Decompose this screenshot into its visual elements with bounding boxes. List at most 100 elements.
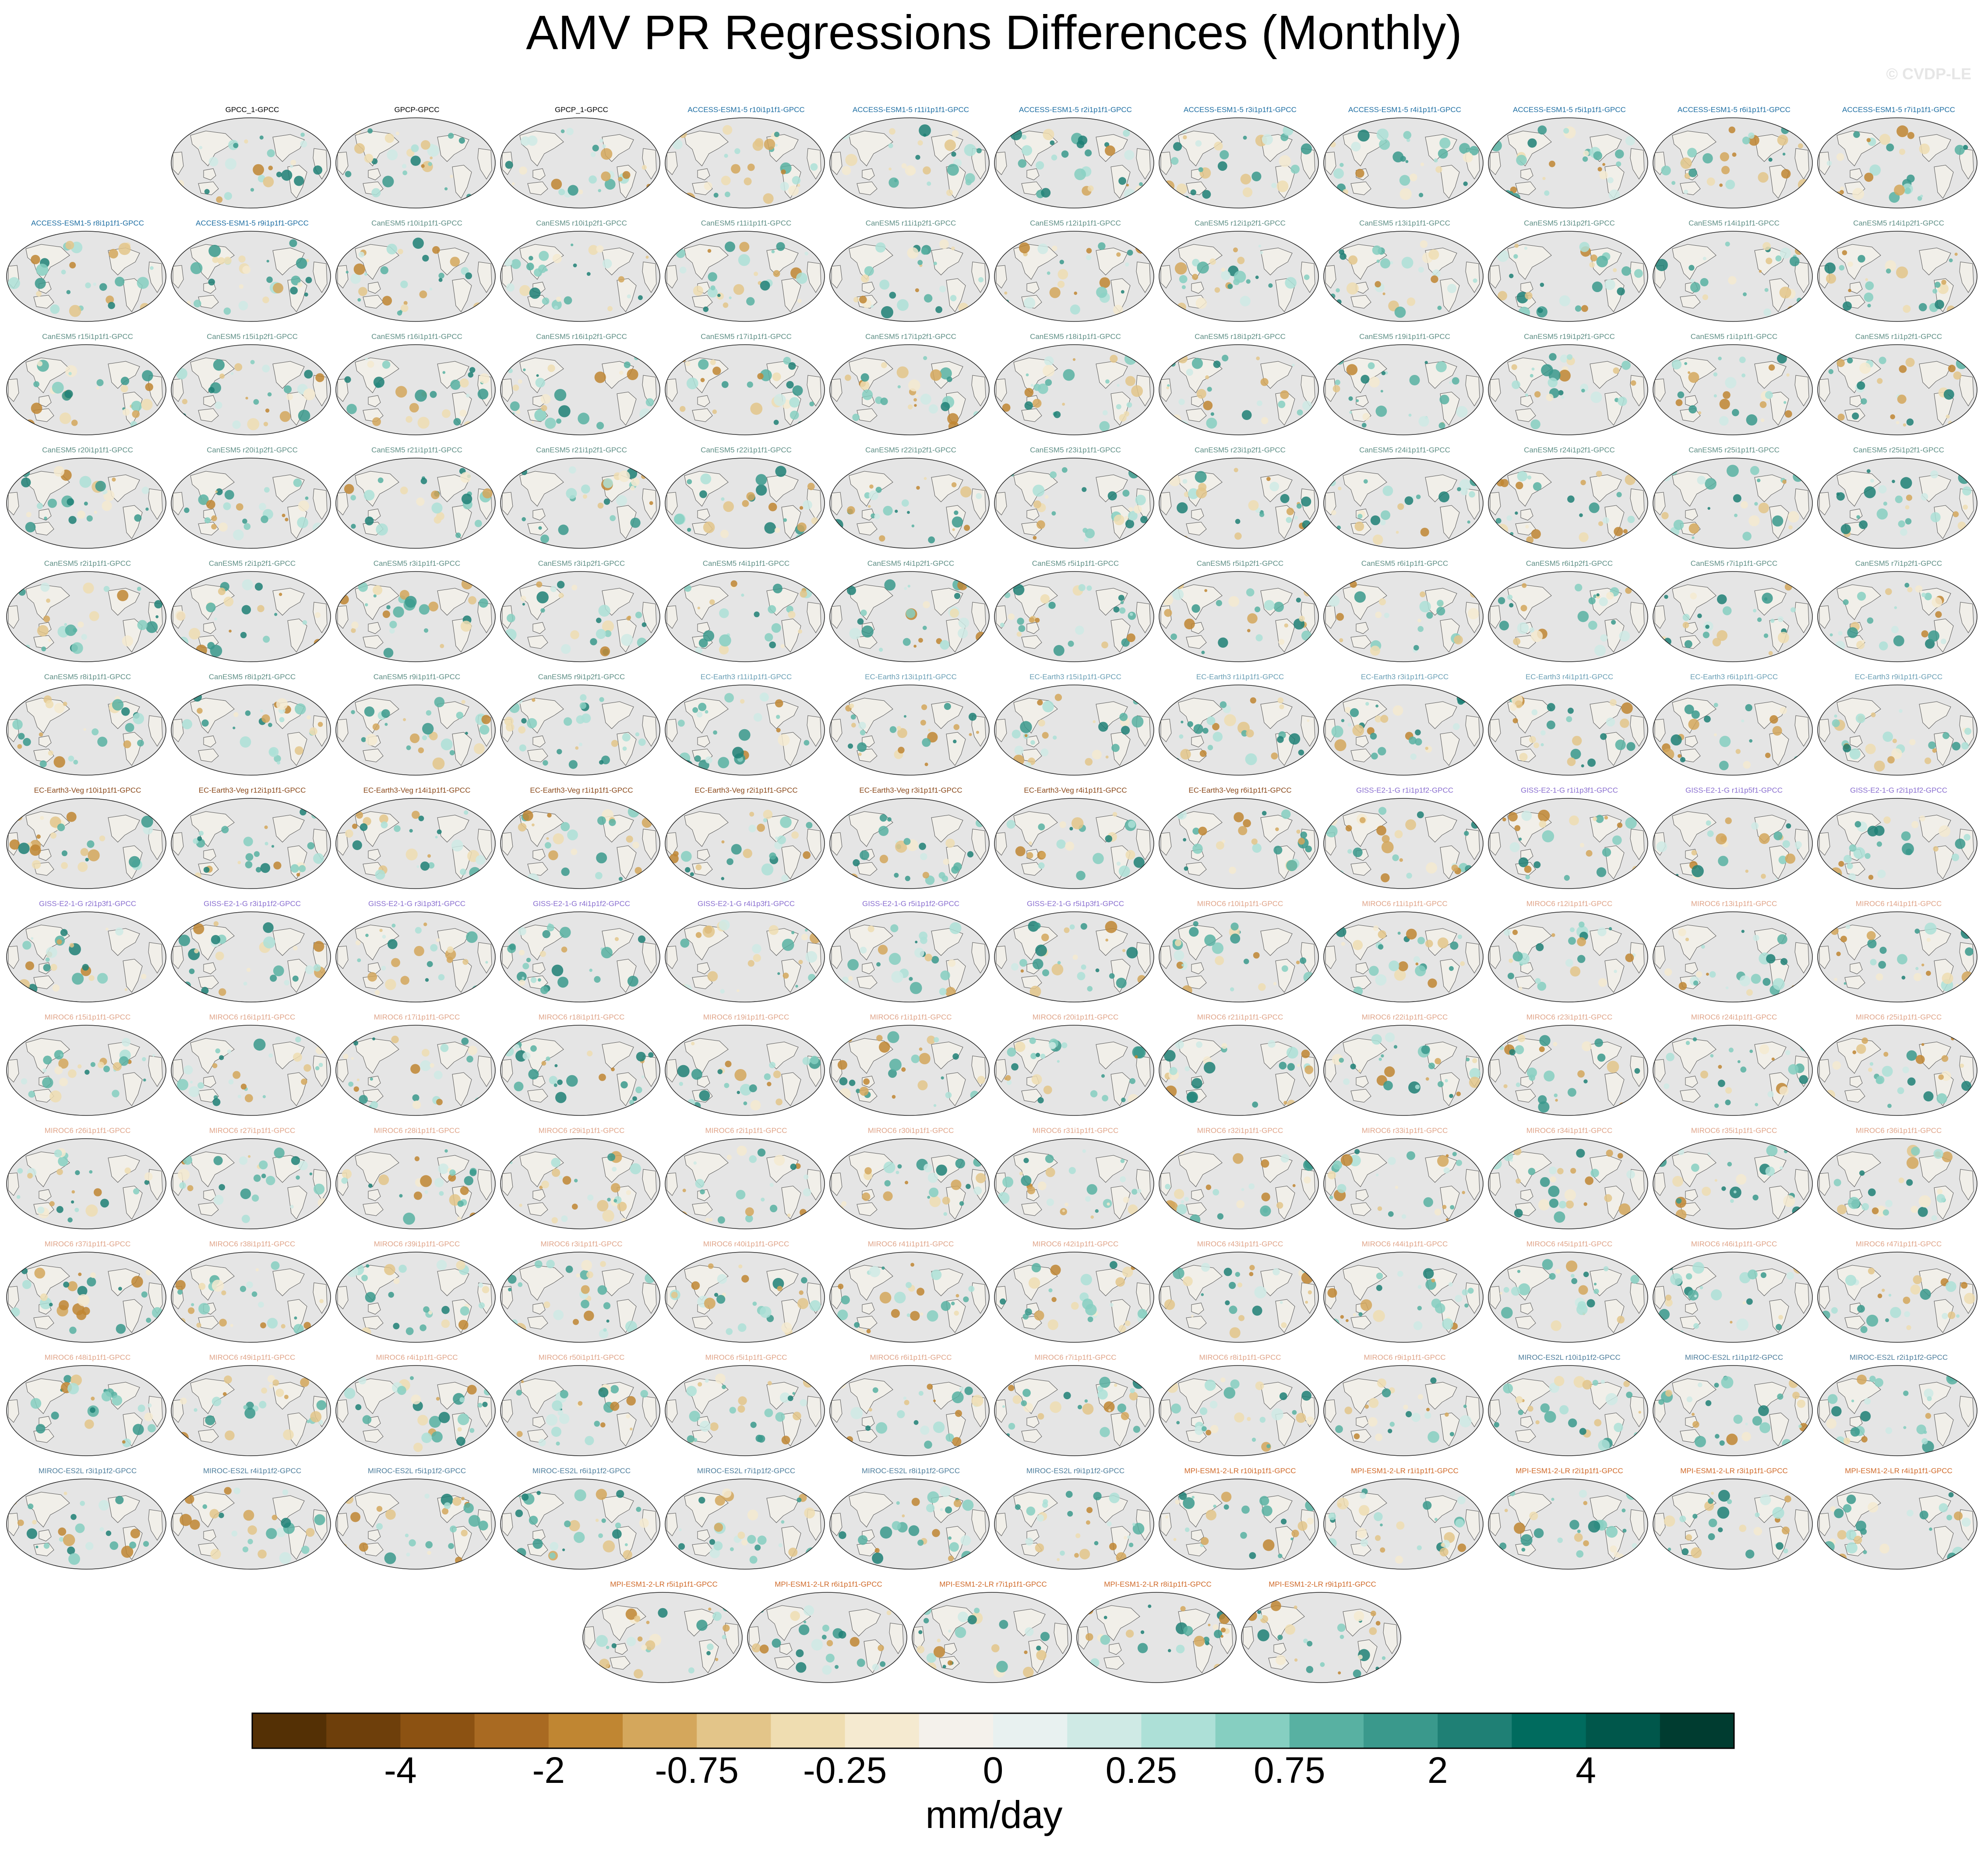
- anomaly-patch: [645, 255, 649, 259]
- anomaly-patch: [264, 842, 268, 846]
- map-panel-title: CanESM5 r1i1p2f1-GPCC: [1855, 332, 1942, 341]
- anomaly-patch: [17, 1168, 23, 1174]
- anomaly-patch: [1352, 940, 1363, 950]
- anomaly-patch: [1942, 1151, 1953, 1162]
- anomaly-patch: [34, 1267, 46, 1279]
- anomaly-patch: [1258, 244, 1261, 248]
- anomaly-patch: [849, 873, 858, 883]
- anomaly-patch: [198, 1283, 206, 1290]
- anomaly-patch: [213, 1156, 223, 1165]
- anomaly-patch: [1732, 409, 1739, 416]
- continent-outline: [1515, 975, 1536, 989]
- continent-outline: [173, 492, 184, 515]
- continent-outline: [1160, 1172, 1172, 1196]
- anomaly-patch: [1565, 1200, 1574, 1209]
- anomaly-patch: [952, 1053, 959, 1060]
- anomaly-patch: [897, 1164, 902, 1169]
- anomaly-patch: [367, 972, 377, 982]
- anomaly-patch: [1727, 465, 1739, 477]
- anomaly-patch: [505, 161, 513, 169]
- anomaly-patch: [1347, 849, 1352, 854]
- land-layer: [1160, 579, 1315, 654]
- anomaly-patch: [1949, 258, 1953, 262]
- anomaly-patch: [351, 628, 356, 633]
- anomaly-patch: [416, 865, 419, 868]
- anomaly-patch: [438, 272, 444, 279]
- continent-outline: [527, 522, 548, 536]
- anomaly-patch: [405, 416, 412, 423]
- anomaly-patch: [224, 192, 232, 200]
- anomaly-patch: [1125, 262, 1129, 267]
- anomaly-patch: [913, 645, 917, 648]
- anomaly-patch: [31, 254, 40, 265]
- anomaly-patch: [420, 478, 427, 484]
- anomaly-patch: [1677, 391, 1685, 399]
- anomaly-patch: [1247, 629, 1251, 632]
- anomaly-patch: [1296, 960, 1300, 964]
- anomaly-patch: [607, 1197, 611, 1202]
- map-svg: [1159, 1025, 1319, 1116]
- anomaly-patch: [783, 356, 791, 365]
- anomaly-patch: [1024, 401, 1033, 410]
- continent-outline: [1096, 1155, 1128, 1183]
- map-panel: CanESM5 r11i1p2f1-GPCC: [828, 219, 993, 324]
- anomaly-patch: [274, 613, 278, 616]
- map-svg: [1488, 1138, 1648, 1229]
- anomaly-patch: [1842, 250, 1847, 255]
- anomaly-patch: [1431, 275, 1438, 283]
- anomaly-patch: [1516, 1082, 1521, 1087]
- anomaly-patch: [1137, 975, 1146, 984]
- anomaly-patch: [1955, 838, 1966, 849]
- anomaly-patch: [436, 938, 440, 942]
- continent-outline: [1136, 602, 1151, 633]
- continent-outline: [931, 1155, 963, 1183]
- anomaly-patch: [1759, 1044, 1769, 1055]
- anomaly-patch: [1415, 1084, 1420, 1090]
- continent-outline: [1630, 942, 1645, 974]
- anomaly-patch: [1279, 155, 1291, 167]
- anomaly-patch: [1680, 757, 1685, 762]
- anomaly-patch: [1198, 826, 1207, 836]
- continent-outline: [946, 1072, 966, 1106]
- map-border: [829, 344, 990, 435]
- anomaly-patch: [56, 1206, 63, 1213]
- anomaly-patch: [1540, 730, 1546, 736]
- continent-outline: [502, 492, 513, 515]
- anomaly-patch: [536, 374, 539, 377]
- map-panel-title: CanESM5 r19i1p1f1-GPCC: [1359, 332, 1450, 341]
- land-layer: [831, 471, 986, 543]
- anomaly-patch: [365, 603, 368, 607]
- anomaly-patch: [381, 709, 390, 718]
- anomaly-patch: [757, 823, 765, 832]
- anomaly-patch: [1932, 748, 1937, 753]
- anomaly-patch: [638, 295, 643, 300]
- anomaly-patch: [618, 877, 623, 881]
- continent-outline: [1959, 375, 1974, 406]
- anomaly-patch: [1764, 597, 1768, 601]
- anomaly-patch: [393, 1278, 400, 1284]
- anomaly-patch: [188, 1307, 195, 1314]
- anomaly-patch: [1329, 1196, 1333, 1200]
- anomaly-patch: [804, 251, 809, 256]
- anomaly-patch: [1304, 588, 1312, 596]
- anomaly-patch: [1189, 927, 1199, 937]
- anomaly-patch: [1673, 519, 1684, 530]
- anomaly-patch: [1799, 1075, 1808, 1084]
- anomaly-patch: [108, 302, 115, 309]
- anomaly-patch: [89, 1170, 93, 1174]
- anomaly-patch: [1741, 373, 1746, 378]
- anomaly-patch: [731, 844, 742, 855]
- anomaly-patch: [626, 616, 631, 621]
- continent-outline: [203, 1076, 216, 1088]
- anomaly-patch: [1192, 274, 1198, 280]
- continent-outline: [272, 361, 305, 389]
- anomaly-patch: [978, 277, 984, 282]
- anomaly-patch: [1043, 365, 1055, 377]
- map-panel: GISS-E2-1-G r1i1p1f2-GPCC: [1322, 786, 1487, 891]
- continent-outline: [1507, 471, 1552, 507]
- map-panel: CanESM5 r4i1p1f1-GPCC: [664, 559, 828, 664]
- anomaly-patch: [410, 1064, 420, 1074]
- anomaly-patch: [599, 138, 603, 143]
- anomaly-patch: [1707, 830, 1714, 837]
- anomaly-patch: [1122, 949, 1126, 953]
